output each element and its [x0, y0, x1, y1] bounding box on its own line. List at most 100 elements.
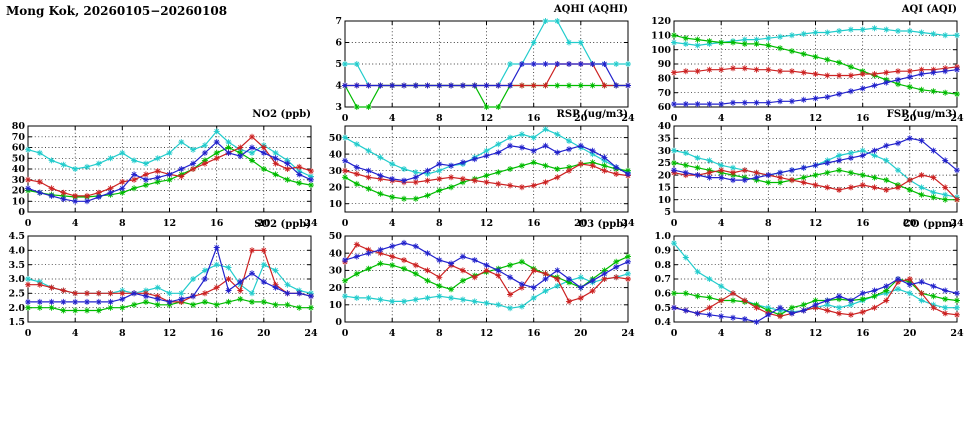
- x-tick-label: 16: [210, 328, 224, 339]
- chart-svg: 1.5 2.0 2.5 3.0 3.5 4.0 4.5 0 4 8 12 16 20 24: [8, 231, 318, 339]
- x-tick-label: 16: [856, 218, 870, 229]
- x-tick-label: 20: [257, 218, 271, 229]
- y-tick-label: 0.9: [654, 246, 671, 257]
- chart-co: CO (ppm) 0.4 0.5 0.6 0.7 0.8 0.9 1.0 0 4 8 12 16 20 2…: [646, 219, 966, 339]
- y-tick-label: 0.6: [654, 289, 671, 300]
- series-red: [671, 63, 960, 79]
- x-tick-label: 16: [527, 113, 541, 124]
- chart-no2: NO2 (ppb) 0 10 20 30 40 50 60 70 80 0 4 8 12 16 20 24: [0, 109, 320, 229]
- chart-rsp: RSP (ug/m3) 10 20 30 40 50 0 4 8 12 16 20 24: [317, 109, 637, 229]
- y-tick-label: 10: [329, 300, 343, 311]
- x-tick-label: 20: [903, 218, 917, 229]
- x-tick-label: 12: [480, 218, 493, 229]
- series-markers: [25, 133, 314, 199]
- y-tick-label: 0: [335, 317, 342, 328]
- y-tick-label: 2.5: [8, 289, 25, 300]
- y-tick-label: 70: [12, 132, 26, 143]
- x-tick-label: 20: [903, 328, 917, 339]
- plot-frame: [673, 235, 958, 323]
- x-tick-label: 20: [574, 113, 588, 124]
- y-tick-label: 3: [335, 102, 342, 113]
- series-blue: [25, 139, 314, 205]
- x-tick-label: 4: [389, 328, 396, 339]
- x-tick-label: 0: [671, 328, 678, 339]
- chart-svg: 10 20 30 40 50 0 4 8 12 16 20 24: [329, 125, 635, 229]
- x-tick-label: 16: [856, 113, 870, 124]
- chart-title: AQI (AQI): [901, 4, 957, 15]
- x-tick-label: 24: [950, 113, 964, 124]
- x-tick-label: 8: [765, 218, 772, 229]
- y-tick-label: 20: [658, 170, 672, 181]
- y-tick-label: 5: [664, 207, 671, 218]
- x-tick-label: 0: [342, 218, 349, 229]
- y-tick-label: 10: [658, 195, 672, 206]
- y-tick-label: 0.4: [654, 317, 671, 328]
- chart-title: FSP (ug/m3): [886, 109, 957, 120]
- x-tick-label: 24: [950, 328, 964, 339]
- series-markers: [342, 61, 631, 89]
- series-blue: [671, 135, 960, 184]
- y-tick-label: 40: [658, 121, 672, 132]
- x-tick-label: 12: [163, 218, 176, 229]
- y-tick-label: 25: [658, 158, 671, 169]
- x-tick-label: 0: [25, 328, 32, 339]
- y-tick-label: 3.5: [8, 260, 25, 271]
- y-tick-label: 0.5: [654, 303, 671, 314]
- y-tick-label: 30: [329, 166, 343, 177]
- x-tick-label: 4: [718, 113, 725, 124]
- y-tick-label: 20: [12, 186, 26, 197]
- x-tick-label: 8: [436, 218, 443, 229]
- x-tick-label: 24: [621, 218, 635, 229]
- y-tick-label: 5: [335, 59, 342, 70]
- series-red: [342, 241, 631, 305]
- y-tick-label: 60: [658, 102, 672, 113]
- series-blue: [342, 142, 631, 184]
- plot-frame: [27, 125, 312, 213]
- x-tick-label: 20: [574, 328, 588, 339]
- y-tick-label: 30: [12, 175, 26, 186]
- x-tick-label: 0: [671, 113, 678, 124]
- series-markers: [342, 241, 631, 305]
- x-tick-label: 8: [765, 328, 772, 339]
- plot-frame: [344, 125, 629, 213]
- series-markers: [671, 66, 960, 108]
- y-tick-label: 40: [12, 164, 26, 175]
- y-tick-label: 3.0: [8, 274, 25, 285]
- y-tick-label: 60: [12, 143, 26, 154]
- x-tick-label: 20: [574, 218, 588, 229]
- x-tick-label: 16: [210, 218, 224, 229]
- series-blue: [671, 66, 960, 108]
- series-markers: [25, 244, 314, 305]
- chart-title: NO2 (ppb): [252, 109, 311, 120]
- x-tick-label: 24: [304, 328, 318, 339]
- x-tick-label: 0: [25, 218, 32, 229]
- x-tick-label: 12: [809, 328, 822, 339]
- x-tick-label: 0: [671, 218, 678, 229]
- x-tick-label: 4: [389, 113, 396, 124]
- chart-so2: SO2 (ppb) 1.5 2.0 2.5 3.0 3.5 4.0 4.5 0 4 8 12 16 20…: [0, 219, 320, 339]
- x-tick-label: 0: [342, 113, 349, 124]
- y-tick-label: 100: [651, 45, 671, 56]
- series-line: [27, 135, 312, 197]
- series-markers: [342, 239, 631, 291]
- x-tick-label: 4: [72, 328, 79, 339]
- x-tick-label: 12: [163, 328, 176, 339]
- y-tick-label: 15: [658, 183, 671, 194]
- y-tick-label: 7: [335, 16, 342, 27]
- chart-svg: 0.4 0.5 0.6 0.7 0.8 0.9 1.0 0 4 8 12 16 20 24: [654, 231, 964, 339]
- x-tick-label: 16: [527, 218, 541, 229]
- y-tick-label: 4.0: [8, 246, 25, 257]
- y-tick-label: 1.5: [8, 317, 25, 328]
- x-tick-label: 24: [304, 218, 318, 229]
- chart-title: RSP (ug/m3): [556, 109, 628, 120]
- y-tick-label: 0: [18, 207, 25, 218]
- chart-svg: 3 4 5 6 7 0 4 8 12 16 20 24: [335, 16, 635, 124]
- x-tick-label: 12: [809, 113, 822, 124]
- x-tick-label: 8: [119, 328, 126, 339]
- chart-title: SO2 (ppb): [254, 219, 311, 230]
- chart-aqi: AQI (AQI) 60 70 80 90 100 110 120 0 4 8 12 16 20 24: [646, 4, 966, 124]
- chart-title: AQHI (AQHI): [553, 4, 628, 15]
- y-tick-label: 30: [658, 146, 672, 157]
